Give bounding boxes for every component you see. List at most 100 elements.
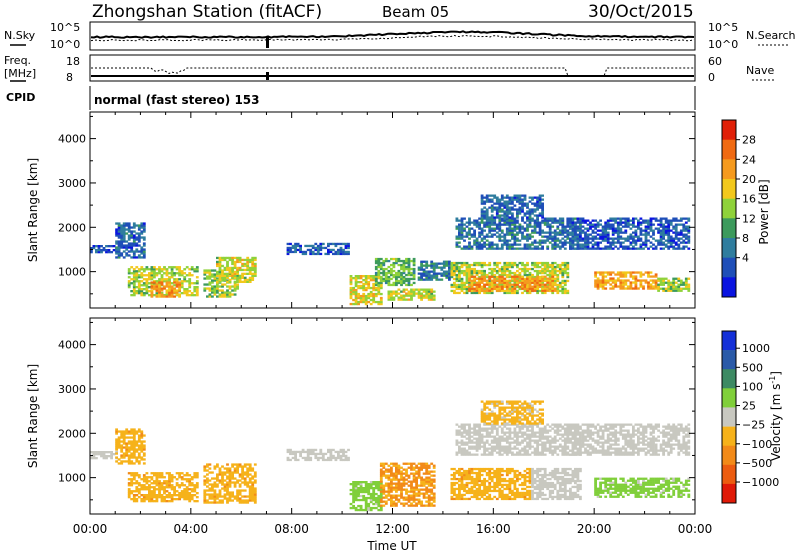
range-gate-cell bbox=[218, 467, 222, 470]
range-gate-cell bbox=[505, 200, 509, 203]
range-gate-cell bbox=[387, 478, 391, 481]
range-gate-cell bbox=[536, 247, 539, 250]
range-gate-cell bbox=[538, 243, 542, 246]
range-gate-cell bbox=[526, 225, 529, 228]
range-gate-cell bbox=[195, 500, 199, 503]
range-gate-cell bbox=[178, 496, 181, 499]
range-gate-cell bbox=[132, 224, 136, 227]
range-gate-cell bbox=[339, 454, 343, 458]
range-gate-cell bbox=[362, 286, 366, 290]
range-gate-cell bbox=[221, 291, 224, 294]
range-gate-cell bbox=[553, 271, 557, 275]
range-gate-cell bbox=[130, 234, 134, 237]
range-gate-cell bbox=[122, 236, 126, 239]
range-gate-cell bbox=[140, 230, 144, 233]
range-gate-cell bbox=[634, 271, 638, 274]
range-gate-cell bbox=[621, 231, 625, 234]
range-gate-cell bbox=[115, 242, 118, 245]
range-gate-cell bbox=[430, 270, 434, 273]
range-gate-cell bbox=[488, 263, 492, 267]
range-gate-cell bbox=[427, 272, 431, 275]
range-gate-cell bbox=[226, 497, 229, 500]
range-gate-cell bbox=[185, 488, 189, 491]
range-gate-cell bbox=[142, 446, 146, 449]
range-gate-cell bbox=[626, 285, 630, 288]
range-gate-cell bbox=[231, 276, 234, 279]
range-gate-cell bbox=[480, 265, 484, 269]
range-gate-cell bbox=[150, 478, 154, 481]
range-gate-cell bbox=[626, 221, 630, 224]
range-gate-cell bbox=[367, 496, 371, 500]
range-gate-cell bbox=[586, 247, 590, 250]
range-gate-cell bbox=[538, 289, 542, 293]
range-gate-cell bbox=[639, 221, 643, 224]
range-gate-cell bbox=[513, 219, 517, 222]
range-gate-cell bbox=[505, 221, 509, 224]
range-gate-cell bbox=[395, 261, 398, 265]
range-gate-cell bbox=[576, 219, 580, 222]
range-gate-cell bbox=[384, 502, 388, 505]
range-gate-cell bbox=[687, 227, 691, 230]
range-gate-cell bbox=[679, 247, 683, 250]
range-gate-cell bbox=[463, 235, 466, 238]
range-gate-cell bbox=[185, 490, 189, 493]
range-gate-cell bbox=[538, 285, 542, 288]
range-gate-cell bbox=[503, 283, 507, 287]
range-gate-cell bbox=[511, 237, 514, 240]
range-gate-cell bbox=[420, 294, 423, 297]
range-gate-cell bbox=[541, 219, 544, 222]
range-gate-cell bbox=[228, 278, 232, 281]
range-gate-cell bbox=[551, 235, 555, 238]
range-gate-cell bbox=[417, 476, 421, 479]
range-gate-cell bbox=[402, 496, 406, 499]
range-gate-cell bbox=[579, 217, 582, 220]
range-gate-cell bbox=[576, 229, 580, 232]
range-gate-cell bbox=[400, 275, 403, 279]
range-gate-cell bbox=[579, 221, 582, 224]
range-gate-cell bbox=[455, 225, 459, 228]
range-gate-cell bbox=[558, 267, 562, 271]
range-gate-cell bbox=[332, 454, 335, 458]
range-gate-cell bbox=[213, 497, 217, 500]
range-gate-cell bbox=[173, 494, 176, 497]
range-gate-cell bbox=[551, 245, 555, 248]
range-gate-cell bbox=[410, 496, 413, 499]
range-gate-cell bbox=[309, 458, 313, 462]
range-gate-cell bbox=[349, 281, 353, 284]
range-gate-cell bbox=[253, 479, 257, 482]
range-gate-cell bbox=[528, 287, 532, 290]
range-gate-cell bbox=[339, 242, 343, 246]
range-gate-cell bbox=[364, 298, 368, 302]
range-gate-cell bbox=[516, 208, 519, 211]
range-gate-cell bbox=[165, 496, 169, 499]
range-gate-cell bbox=[511, 287, 514, 290]
range-gate-cell bbox=[495, 235, 499, 238]
range-gate-cell bbox=[604, 223, 608, 226]
range-gate-cell bbox=[495, 206, 499, 209]
range-gate-cell bbox=[430, 260, 434, 263]
range-gate-cell bbox=[221, 264, 224, 268]
range-gate-cell bbox=[130, 492, 134, 495]
range-gate-cell bbox=[155, 488, 159, 491]
range-gate-cell bbox=[299, 250, 302, 254]
range-gate-cell bbox=[682, 225, 686, 228]
range-gate-cell bbox=[369, 508, 373, 512]
range-gate-cell bbox=[377, 300, 381, 304]
range-gate-cell bbox=[465, 267, 469, 271]
range-gate-cell bbox=[218, 501, 222, 504]
range-gate-cell bbox=[369, 302, 373, 306]
range-gate-cell bbox=[427, 472, 431, 475]
range-gate-cell bbox=[594, 271, 597, 274]
range-gate-cell bbox=[395, 466, 398, 469]
range-gate-cell bbox=[354, 485, 358, 488]
range-gate-cell bbox=[319, 252, 323, 256]
range-gate-cell bbox=[392, 261, 396, 265]
range-gate-cell bbox=[420, 262, 423, 265]
range-gate-cell bbox=[521, 210, 524, 213]
range-gate-cell bbox=[221, 293, 224, 296]
range-gate-cell bbox=[153, 272, 156, 275]
range-gate-cell bbox=[253, 262, 257, 266]
range-gate-cell bbox=[425, 492, 429, 495]
range-gate-cell bbox=[634, 287, 638, 290]
range-gate-cell bbox=[465, 287, 469, 291]
